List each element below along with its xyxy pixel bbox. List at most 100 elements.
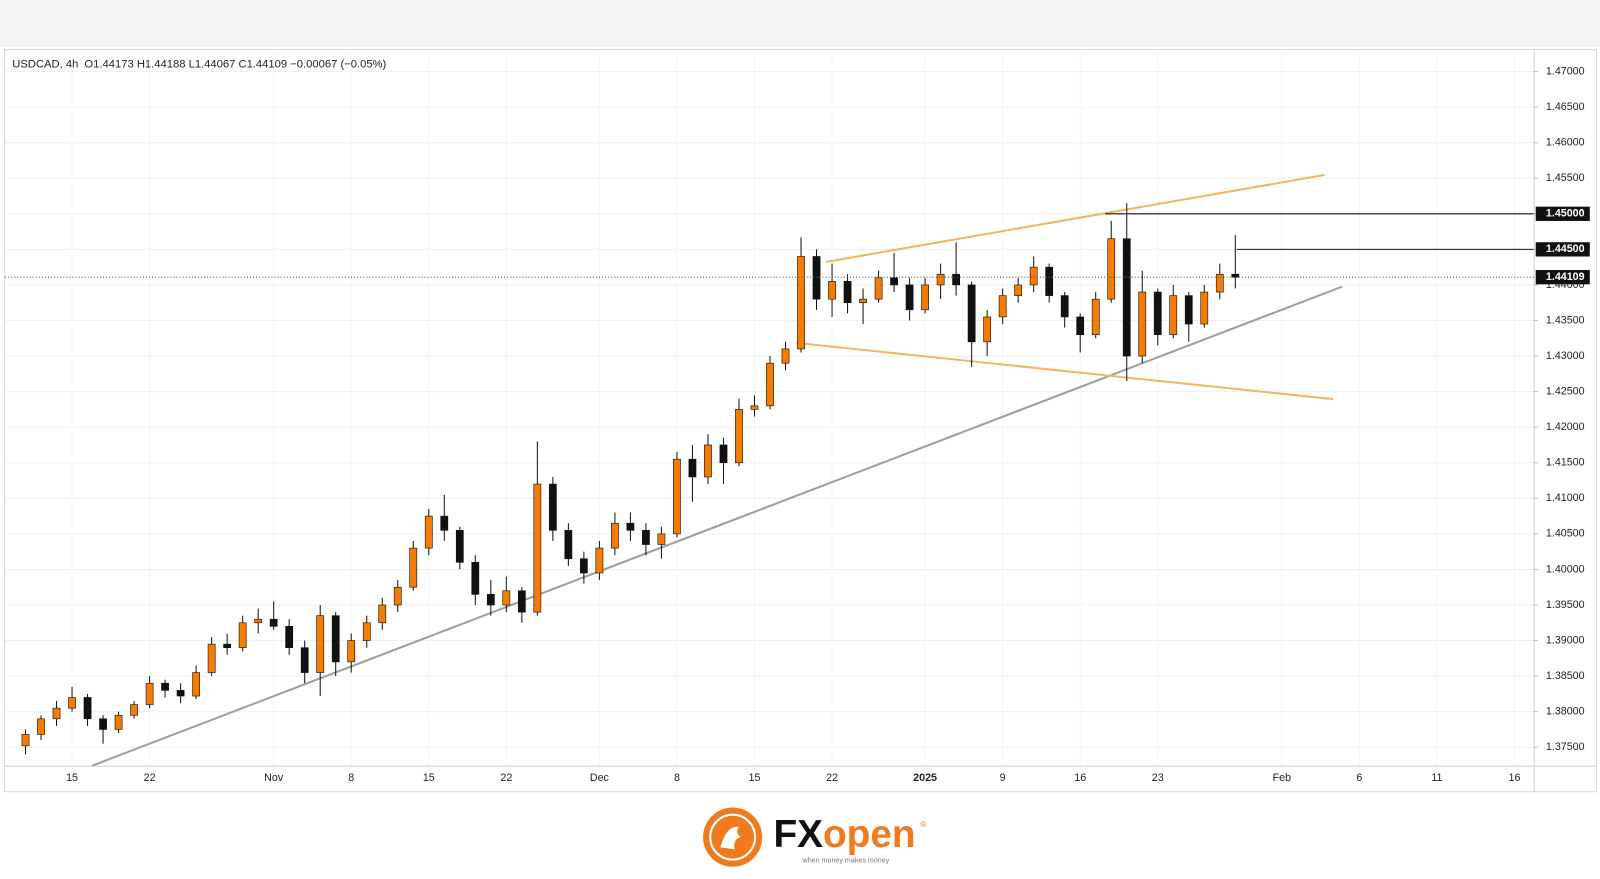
y-tick-label: 1.43500 — [1546, 314, 1585, 326]
x-tick-label: 15 — [66, 772, 78, 784]
plot — [5, 173, 1534, 767]
x-tick-label: 16 — [1074, 772, 1086, 784]
price-label-box — [1535, 242, 1590, 257]
candle-body — [812, 256, 821, 300]
candle-body — [952, 273, 960, 286]
x-tick-label: Dec — [590, 772, 610, 784]
candle-body — [859, 298, 867, 304]
candle-body — [1153, 291, 1162, 336]
candle-body — [797, 256, 805, 350]
candle-body — [517, 590, 526, 613]
candle-body — [905, 284, 914, 311]
y-tick-label: 1.39000 — [1546, 634, 1585, 646]
y-tick-label: 1.46000 — [1546, 137, 1585, 149]
candle-body — [1091, 298, 1100, 336]
candle-body — [37, 718, 45, 735]
candle-body — [1014, 284, 1023, 296]
candle-body — [1184, 295, 1193, 325]
y-tick-label: 1.46500 — [1546, 101, 1585, 113]
candle-body — [642, 530, 650, 545]
candle-body — [766, 362, 774, 407]
y-tick-label: 1.40500 — [1546, 528, 1585, 540]
brand-name: FXopen — [773, 813, 915, 856]
y-tick-label: 1.38000 — [1546, 706, 1585, 718]
x-tick-label: 23 — [1152, 772, 1164, 784]
axes: 1.47000 1.46500 1.46000 1.45500 1.45000 1.445… — [66, 65, 1590, 784]
candle-body — [657, 533, 666, 545]
header: USDCAD, 4h O1.44173 H1.44188 L1.44067 C1.… — [12, 58, 386, 70]
candle-body — [269, 618, 278, 627]
candle-body — [176, 690, 185, 697]
x-tick-label: 8 — [674, 772, 680, 784]
candle-body — [440, 515, 449, 531]
candle-body — [409, 547, 418, 588]
x-tick-label: Feb — [1273, 772, 1291, 784]
candle-body — [843, 281, 852, 304]
x-tick-label: 9 — [1000, 772, 1006, 784]
candle-body — [145, 682, 154, 705]
candle-body — [874, 277, 883, 300]
candle-body — [161, 682, 169, 691]
x-tick-label: 15 — [423, 772, 435, 784]
candle-body — [595, 547, 604, 574]
x-tick-label: 6 — [1356, 772, 1362, 784]
candle-body — [378, 604, 387, 624]
y-tick-label: 1.40000 — [1546, 563, 1585, 575]
candle-body — [52, 707, 61, 720]
candle-body — [21, 734, 30, 747]
y-tick-label: 1.39500 — [1546, 599, 1585, 611]
logo-ring — [709, 813, 757, 861]
logo: FXopen ® when money makes money — [703, 807, 926, 867]
candle-body — [238, 622, 247, 648]
top-band — [0, 0, 1600, 47]
y-tick-label: 1.37500 — [1546, 741, 1585, 753]
candle-body — [688, 458, 697, 478]
candle-body — [223, 643, 232, 648]
x-tick-label: 16 — [1509, 772, 1521, 784]
candle-body — [83, 697, 92, 720]
candle-body — [611, 522, 619, 549]
x-tick-label: 22 — [826, 772, 838, 784]
price-label: 1.44500 — [1546, 243, 1585, 255]
y-tick-label: 1.42000 — [1546, 421, 1585, 433]
candle-body — [1076, 316, 1085, 336]
candle-body — [424, 515, 433, 549]
x-tick-label: 2025 — [913, 772, 937, 784]
candle-body — [1107, 238, 1116, 300]
candle-body — [393, 586, 402, 606]
candle-body — [983, 316, 992, 343]
candle-body — [1060, 295, 1069, 318]
candle-body — [285, 626, 294, 648]
ohlc: O1.44173 H1.44188 L1.44067 C1.44109 −0.0… — [84, 58, 386, 70]
candle-body — [130, 704, 138, 716]
candle-body — [548, 483, 557, 531]
candle-body — [471, 562, 480, 595]
candle-body — [998, 295, 1007, 318]
y-tick-label: 1.47000 — [1546, 65, 1585, 77]
candle-body — [1169, 295, 1178, 336]
candle-body — [99, 718, 107, 730]
trend-line — [825, 173, 1325, 263]
registered: ® — [920, 820, 926, 829]
candle-body — [455, 530, 464, 563]
candle-body — [890, 277, 898, 286]
candle-body — [735, 409, 743, 464]
x-tick-label: 15 — [749, 772, 761, 784]
tagline: when money makes money — [802, 857, 890, 865]
brand-fx: FX — [773, 813, 823, 856]
price-label-box — [1535, 270, 1590, 285]
candle-body — [192, 672, 200, 697]
candle-body — [967, 284, 976, 343]
candle-body — [1231, 273, 1240, 278]
candle-body — [502, 590, 511, 606]
candle-body — [1138, 291, 1147, 357]
candle-body — [1045, 266, 1054, 296]
candle-body — [254, 618, 263, 624]
candle-body — [750, 405, 759, 410]
y-tick-label: 1.43000 — [1546, 350, 1585, 362]
candle-body — [207, 643, 216, 673]
y-tick-label: 1.45500 — [1546, 172, 1585, 184]
symbol: USDCAD, 4h — [12, 58, 78, 70]
x-tick-label: 22 — [144, 772, 156, 784]
price-label: 1.44109 — [1546, 271, 1585, 283]
